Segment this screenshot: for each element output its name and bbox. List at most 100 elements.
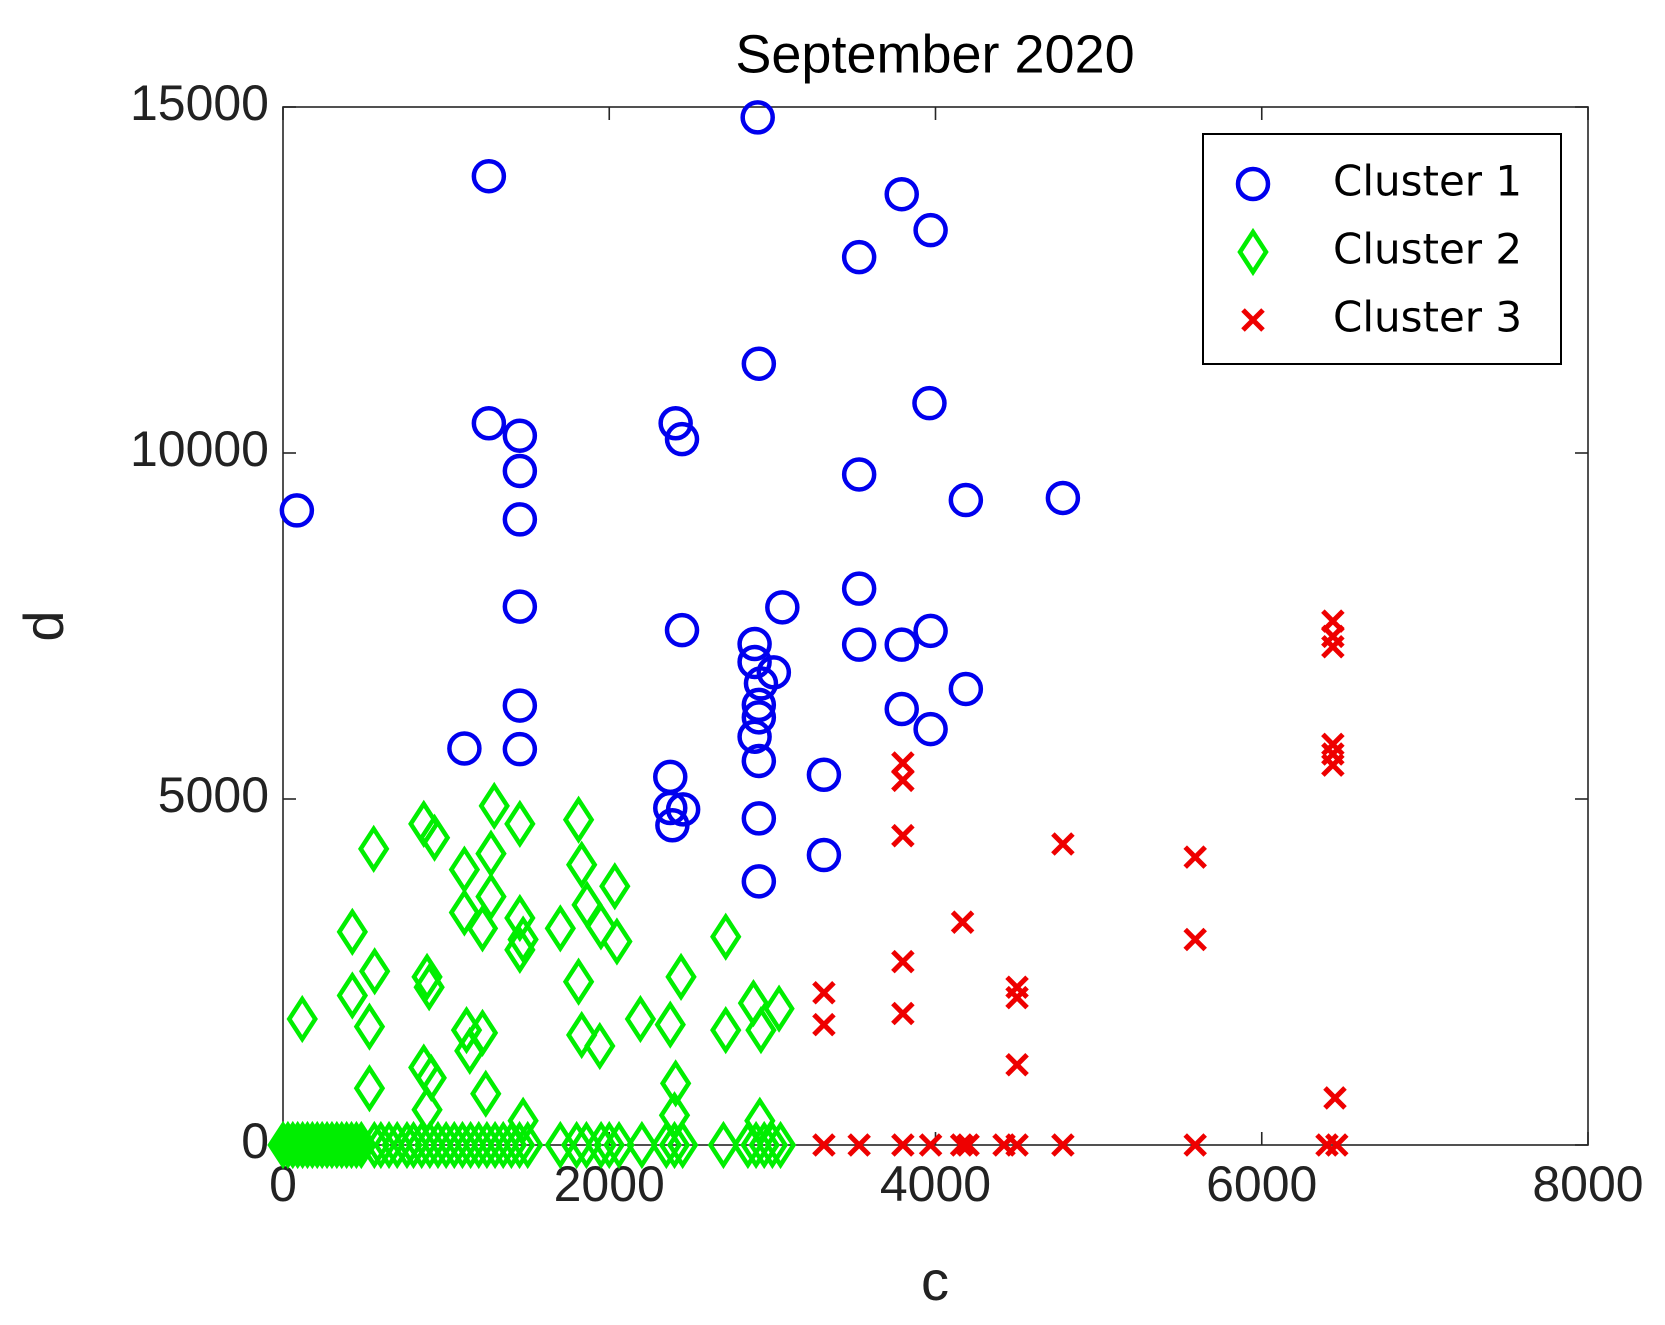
- point: [741, 801, 777, 836]
- point: [653, 790, 688, 826]
- legend-label: Cluster 2: [1333, 225, 1522, 274]
- point: [478, 781, 510, 831]
- point: [584, 1021, 616, 1071]
- point: [740, 100, 775, 135]
- point: [1321, 732, 1345, 757]
- point: [841, 239, 877, 275]
- point: [812, 980, 836, 1005]
- point: [475, 872, 507, 921]
- point: [806, 837, 842, 873]
- point: [470, 1069, 502, 1118]
- legend-marker: [1241, 308, 1265, 332]
- point: [565, 1010, 598, 1060]
- point: [912, 385, 947, 421]
- legend-marker: [1235, 166, 1271, 202]
- point: [956, 1133, 980, 1157]
- point: [743, 666, 779, 701]
- point: [891, 823, 915, 848]
- point: [913, 711, 948, 747]
- x-tick-label: 8000: [1532, 1156, 1643, 1212]
- point: [847, 1133, 871, 1157]
- point: [654, 1000, 686, 1049]
- point: [710, 912, 742, 961]
- point: [502, 502, 538, 537]
- point: [471, 158, 507, 194]
- point: [358, 947, 391, 996]
- point: [560, 1120, 593, 1170]
- x-tick-label: 4000: [880, 1156, 991, 1212]
- point: [891, 1001, 915, 1026]
- point: [658, 1120, 691, 1170]
- point: [1183, 845, 1207, 869]
- point: [1183, 927, 1207, 952]
- point: [353, 1064, 386, 1113]
- point: [471, 405, 507, 441]
- point: [626, 1120, 658, 1170]
- point: [504, 799, 536, 849]
- point: [544, 904, 576, 953]
- point: [502, 589, 538, 624]
- point: [448, 888, 481, 937]
- point: [664, 612, 700, 648]
- point: [949, 1133, 974, 1157]
- point: [447, 731, 482, 766]
- point: [659, 1059, 692, 1108]
- point: [418, 813, 451, 862]
- point: [741, 864, 777, 899]
- chart-title: September 2020: [735, 24, 1134, 84]
- point: [502, 688, 538, 723]
- y-axis-label: d: [12, 610, 75, 641]
- point: [336, 971, 369, 1020]
- legend-marker: [1237, 227, 1269, 277]
- point: [950, 910, 975, 934]
- point: [562, 957, 595, 1006]
- y-tick-label: 5000: [158, 767, 269, 823]
- point: [353, 1002, 386, 1051]
- point: [707, 1120, 740, 1170]
- legend-label: Cluster 3: [1333, 293, 1522, 342]
- point: [710, 1006, 742, 1055]
- point: [741, 700, 777, 735]
- point: [585, 902, 617, 951]
- point: [565, 840, 598, 889]
- point: [1323, 1086, 1347, 1110]
- point: [812, 1012, 836, 1037]
- point: [411, 952, 443, 1001]
- y-tick-label: 10000: [130, 421, 269, 477]
- point: [466, 904, 499, 953]
- point: [737, 626, 772, 662]
- point: [286, 994, 318, 1044]
- point: [1315, 1133, 1339, 1157]
- point: [1005, 985, 1029, 1010]
- point: [891, 768, 915, 793]
- point: [913, 212, 948, 248]
- x-axis-label: c: [921, 1249, 949, 1312]
- point: [666, 1120, 699, 1170]
- point: [1183, 1133, 1207, 1157]
- point: [503, 1120, 536, 1170]
- point: [502, 731, 538, 767]
- point: [502, 453, 538, 489]
- x-tick-label: 6000: [1206, 1156, 1317, 1212]
- point: [1325, 1133, 1349, 1157]
- point: [841, 627, 877, 662]
- point: [1051, 1133, 1075, 1157]
- point: [913, 613, 948, 649]
- point: [655, 808, 690, 843]
- point: [841, 457, 877, 492]
- point: [504, 893, 536, 943]
- point: [741, 346, 777, 381]
- y-tick-label: 0: [241, 1113, 269, 1169]
- point: [603, 1120, 635, 1170]
- point: [1051, 832, 1075, 856]
- point: [601, 917, 633, 966]
- point: [504, 925, 536, 974]
- point: [665, 952, 697, 1001]
- point: [599, 862, 631, 911]
- point: [279, 493, 315, 528]
- point: [1321, 753, 1345, 777]
- point: [593, 1120, 625, 1170]
- point: [884, 176, 919, 212]
- point: [512, 1120, 544, 1170]
